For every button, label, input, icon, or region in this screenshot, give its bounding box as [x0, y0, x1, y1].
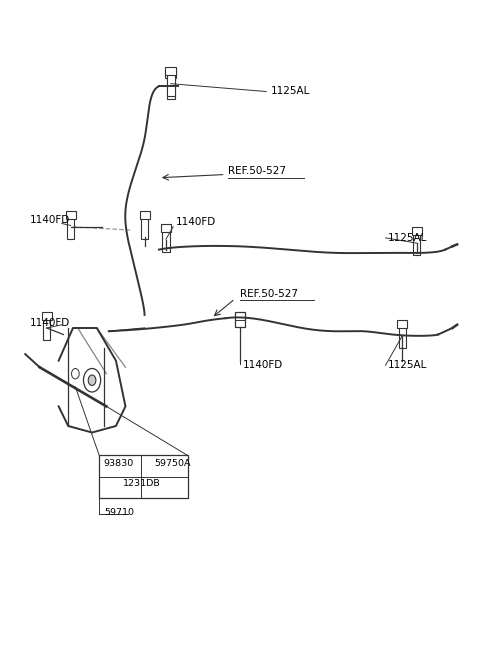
Text: 1140FD: 1140FD	[242, 361, 283, 371]
Circle shape	[72, 369, 79, 379]
Text: REF.50-527: REF.50-527	[240, 289, 298, 299]
Bar	[42, 312, 52, 320]
Text: REF.50-527: REF.50-527	[228, 167, 286, 176]
Text: 1140FD: 1140FD	[30, 318, 70, 328]
Bar	[161, 224, 171, 232]
Bar	[167, 71, 175, 96]
Text: 59750A: 59750A	[154, 459, 191, 468]
Bar	[43, 316, 50, 340]
Text: 1140FD: 1140FD	[176, 217, 216, 228]
Bar	[67, 215, 74, 239]
Bar	[413, 232, 420, 255]
Bar	[140, 211, 150, 219]
Text: 1231DB: 1231DB	[123, 479, 161, 488]
Text: 1125AL: 1125AL	[388, 361, 427, 371]
Text: 59710: 59710	[104, 508, 134, 518]
Text: 1140FD: 1140FD	[30, 215, 70, 226]
Bar	[66, 211, 75, 219]
Bar	[166, 67, 176, 75]
Circle shape	[88, 375, 96, 386]
Circle shape	[84, 369, 101, 392]
Text: 93830: 93830	[103, 459, 133, 468]
Text: 1125AL: 1125AL	[271, 86, 311, 96]
Bar	[399, 324, 406, 348]
Text: 1125AL: 1125AL	[388, 233, 427, 243]
Bar	[167, 73, 175, 99]
Bar	[411, 228, 421, 236]
Bar	[397, 320, 407, 328]
Bar	[162, 228, 169, 251]
Bar	[235, 312, 245, 327]
Bar	[166, 70, 176, 78]
Bar	[99, 455, 188, 498]
Bar	[141, 215, 148, 239]
